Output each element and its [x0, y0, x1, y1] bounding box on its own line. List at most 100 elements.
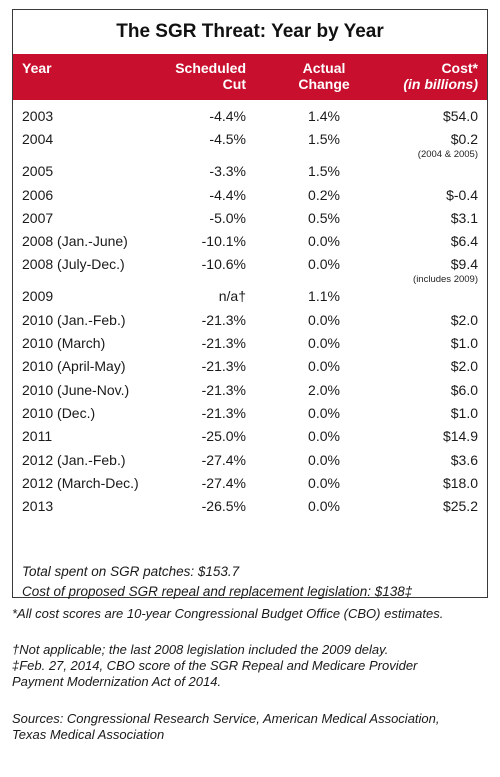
row-actual-change: 0.0%: [308, 474, 340, 491]
row-scheduled-cut: -27.4%: [201, 474, 246, 491]
row-actual-change: 0.0%: [308, 404, 340, 421]
row-year: 2010 (Jan.-Feb.): [22, 311, 126, 328]
row-cost: $1.0: [450, 404, 478, 421]
row-year: 2008 (Jan.-June): [22, 233, 128, 250]
row-year: 2010 (June-Nov.): [22, 381, 130, 398]
footnote-feb-line2: Payment Modernization Act of 2014.: [12, 674, 222, 689]
table-row: 2005 -3.3% 1.5%: [13, 161, 487, 184]
footnote-cbo: *All cost scores are 10-year Congression…: [12, 606, 444, 621]
row-actual-change: 0.0%: [308, 233, 340, 250]
table-row: 2008 (July-Dec.) -10.6% 0.0% $9.4 (includes …: [13, 254, 487, 286]
row-year: 2010 (Dec.): [22, 404, 96, 421]
sgr-table-box: The SGR Threat: Year by Year Year Schedu…: [12, 9, 488, 599]
table-header: Year Scheduled Cut Actual Change Cost* (…: [13, 54, 487, 100]
row-scheduled-cut: -3.3%: [209, 163, 246, 180]
sources-line1: Sources: Congressional Research Service,…: [12, 711, 440, 726]
row-cost: $0.2: [450, 131, 478, 148]
row-scheduled-cut: -21.3%: [201, 358, 246, 375]
table-body: 2003 -4.4% 1.4% $54.0 2004 -4.5% 1.5% $0.2 (2004…: [13, 100, 487, 519]
table-row: 2007 -5.0% 0.5% $3.1: [13, 208, 487, 231]
table-row: 2003 -4.4% 1.4% $54.0: [13, 106, 487, 129]
row-scheduled-cut: -5.0%: [209, 209, 246, 226]
row-year: 2009: [22, 288, 54, 305]
table-row: 2013 -26.5% 0.0% $25.2: [13, 496, 487, 519]
table-title: The SGR Threat: Year by Year: [116, 21, 384, 42]
row-cost: $9.4: [450, 256, 478, 273]
row-scheduled-cut: n/a†: [218, 288, 246, 305]
row-cost: $1.0: [450, 335, 478, 352]
table-row: 2012 (Jan.-Feb.) -27.4% 0.0% $3.6: [13, 450, 487, 473]
proposed-cost: Cost of proposed SGR repeal and replacem…: [22, 584, 413, 599]
row-year: 2011: [22, 428, 53, 445]
row-actual-change: 0.2%: [308, 186, 340, 203]
row-scheduled-cut: -21.3%: [201, 335, 246, 352]
row-actual-change: 1.1%: [308, 288, 340, 305]
header-actual-change-line2: Change: [298, 76, 350, 92]
row-year: 2010 (March): [22, 335, 106, 352]
row-cost: $3.1: [450, 209, 478, 226]
table-row: 2010 (March) -21.3% 0.0% $1.0: [13, 333, 487, 356]
row-cost: $6.0: [450, 381, 478, 398]
row-actual-change: 0.0%: [308, 311, 340, 328]
totals-block: Total spent on SGR patches: $153.7 Cost …: [22, 562, 478, 602]
total-spent: Total spent on SGR patches: $153.7: [22, 564, 240, 579]
table-row: 2009 n/a† 1.1%: [13, 286, 487, 309]
row-scheduled-cut: -10.6%: [201, 256, 246, 273]
row-cost: $14.9: [442, 428, 478, 445]
header-actual-change: Actual Change: [279, 60, 369, 92]
footnote-not-applicable: †Not applicable; the last 2008 legislati…: [12, 642, 389, 657]
header-actual-change-line1: Actual: [302, 60, 346, 76]
row-year: 2003: [22, 108, 54, 124]
row-cost: $2.0: [450, 311, 478, 328]
sources-line2: Texas Medical Association: [12, 727, 165, 742]
footnote-feb-line1: ‡Feb. 27, 2014, CBO score of the SGR Rep…: [12, 658, 418, 673]
row-cost-note: (2004 & 2005): [417, 149, 478, 161]
row-scheduled-cut: -10.1%: [201, 233, 246, 250]
row-actual-change: 1.4%: [308, 108, 340, 124]
row-actual-change: 0.5%: [308, 209, 340, 226]
row-cost-note: (includes 2009): [413, 274, 478, 286]
row-scheduled-cut: -26.5%: [201, 498, 246, 515]
table-row: 2008 (Jan.-June) -10.1% 0.0% $6.4: [13, 231, 487, 254]
table-row: 2010 (Dec.) -21.3% 0.0% $1.0: [13, 403, 487, 426]
row-actual-change: 0.0%: [308, 498, 340, 515]
row-year: 2012 (March-Dec.): [22, 474, 139, 491]
row-cost: $18.0: [442, 474, 478, 491]
header-scheduled-cut: Scheduled Cut: [166, 60, 246, 92]
row-actual-change: 0.0%: [308, 428, 340, 445]
header-cost-unit: (in billions): [403, 76, 478, 92]
row-year: 2005: [22, 163, 54, 180]
row-scheduled-cut: -21.3%: [201, 381, 246, 398]
header-cost-line2: (in billions): [368, 76, 478, 92]
header-scheduled-cut-line1: Scheduled: [175, 60, 246, 76]
header-cost: Cost* (in billions): [368, 60, 478, 92]
row-scheduled-cut: -21.3%: [201, 404, 246, 421]
row-actual-change: 1.5%: [308, 163, 340, 180]
row-scheduled-cut: -4.5%: [209, 131, 246, 148]
row-scheduled-cut: -27.4%: [201, 451, 246, 468]
row-cost: $25.2: [442, 498, 478, 515]
row-year: 2004: [22, 131, 54, 148]
header-cost-line1: Cost*: [441, 60, 478, 76]
row-actual-change: 0.0%: [308, 335, 340, 352]
table-row: 2004 -4.5% 1.5% $0.2 (2004 & 2005): [13, 129, 487, 161]
row-actual-change: 0.0%: [308, 451, 340, 468]
table-row: 2010 (June-Nov.) -21.3% 2.0% $6.0: [13, 380, 487, 403]
row-year: 2007: [22, 209, 54, 226]
table-row: 2006 -4.4% 0.2% $-0.4: [13, 185, 487, 208]
row-scheduled-cut: -25.0%: [201, 428, 246, 445]
row-actual-change: 0.0%: [308, 358, 340, 375]
row-scheduled-cut: -21.3%: [201, 311, 246, 328]
table-row: 2010 (Jan.-Feb.) -21.3% 0.0% $2.0: [13, 310, 487, 333]
row-cost: $6.4: [450, 233, 478, 250]
header-scheduled-cut-line2: Cut: [222, 76, 246, 92]
row-year: 2013: [22, 498, 54, 515]
row-year: 2010 (April-May): [22, 358, 126, 375]
table-row: 2010 (April-May) -21.3% 0.0% $2.0: [13, 356, 487, 379]
row-cost: $-0.4: [446, 186, 478, 203]
row-scheduled-cut: -4.4%: [209, 108, 246, 124]
table-row: 2012 (March-Dec.) -27.4% 0.0% $18.0: [13, 473, 487, 496]
row-cost: $3.6: [450, 451, 478, 468]
row-actual-change: 0.0%: [308, 256, 340, 273]
table-row: 2011 -25.0% 0.0% $14.9: [13, 426, 487, 449]
